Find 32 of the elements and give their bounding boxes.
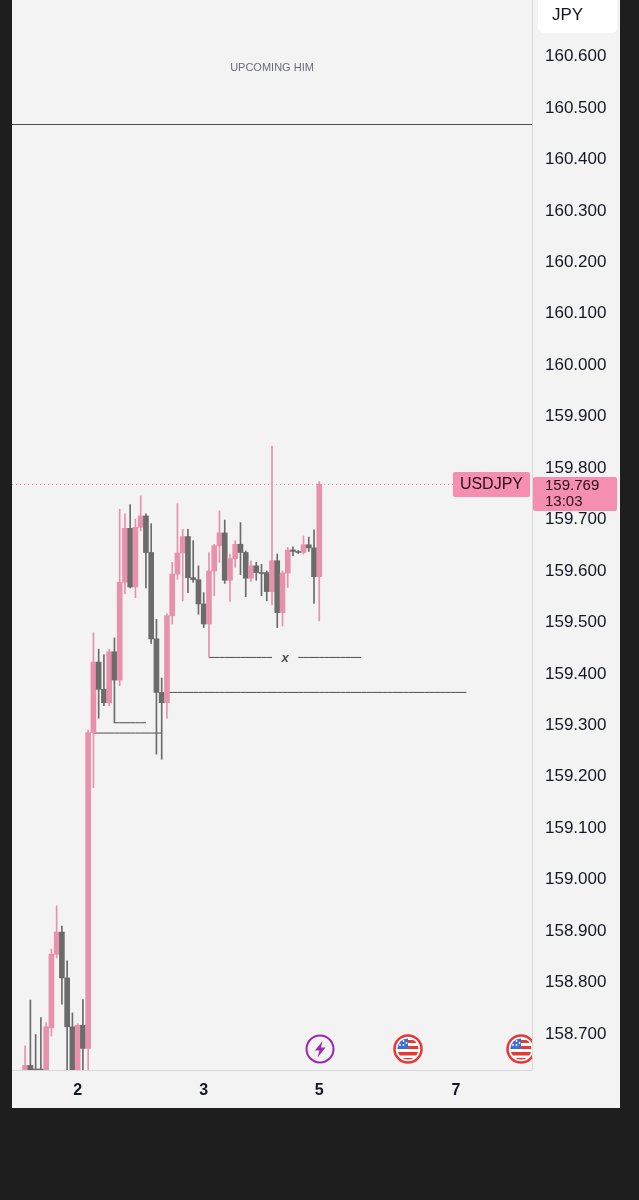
y-tick-label: 160.200	[545, 252, 607, 272]
text: 13:03	[545, 491, 583, 509]
y-tick-label: 159.300	[545, 715, 607, 735]
y-axis-title: JPY	[552, 4, 584, 24]
y-tick-label: 159.900	[545, 406, 607, 426]
y-tick-label: 159.100	[545, 817, 607, 837]
y-tick-label: 160.000	[545, 354, 607, 374]
x-tick-label: 3	[199, 1081, 209, 1099]
y-tick-label: 160.100	[545, 303, 607, 323]
y-tick-label: 159.200	[545, 766, 607, 786]
series-label: x	[280, 650, 290, 666]
y-tick-label: 159.600	[545, 560, 607, 580]
y-tick-label: 159.500	[545, 612, 607, 632]
candlestick	[269, 445, 275, 606]
y-tick-label: 160.600	[545, 46, 607, 66]
y-tick-label: 158.700	[545, 1023, 607, 1043]
ref-line-label: USDJPY	[459, 475, 524, 493]
x-tick-label: 5	[314, 1081, 324, 1099]
x-tick-label: 7	[451, 1081, 461, 1099]
y-tick-label: 159.400	[545, 663, 607, 683]
x-tick-label: 2	[73, 1081, 83, 1099]
y-tick-label: 160.300	[545, 200, 607, 220]
y-tick-label: 159.800	[545, 457, 607, 477]
y-tick-label: 159.000	[545, 869, 607, 889]
text: UPCOMING HIM	[230, 61, 314, 74]
y-tick-label: 158.800	[545, 972, 607, 992]
y-tick-label: 160.500	[545, 97, 607, 117]
y-tick-label: 158.900	[545, 920, 607, 940]
y-tick-label: 159.700	[545, 509, 607, 529]
y-tick-label: 160.400	[545, 149, 607, 169]
text: 159.769	[545, 475, 600, 493]
candlestick	[22, 1045, 28, 1070]
